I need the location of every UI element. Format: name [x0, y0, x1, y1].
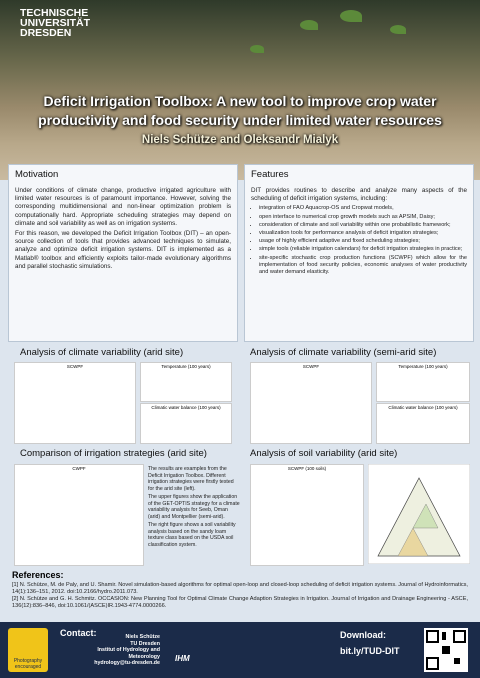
chart-title: Climatic water balance (100 years): [151, 405, 221, 410]
heading: Motivation: [15, 169, 59, 180]
title: Deficit Irrigation Toolbox: A new tool t…: [38, 93, 442, 128]
chart-image: SCWPF (100 soils): [250, 464, 364, 566]
motivation-text: Under conditions of climate change, prod…: [15, 187, 231, 273]
references: References: [1] N. Schütze, M. de Paly, …: [8, 568, 472, 618]
paragraph: For this reason, we developed the Defici…: [15, 230, 231, 270]
chart-title: CWPF: [72, 466, 86, 471]
paragraph: The results are examples from the Defici…: [148, 466, 234, 492]
logo-line: UNIVERSITÄT: [20, 17, 91, 29]
soil-triangle: [368, 464, 470, 564]
intro: DIT provides routines to describe and an…: [251, 187, 467, 203]
download-link[interactable]: bit.ly/TUD-DIT: [340, 646, 400, 656]
feature-item: usage of highly efficient adaptive and f…: [259, 238, 467, 245]
heading: Features: [251, 169, 289, 180]
feature-list: integration of FAO Aquacrop-OS and Cropw…: [251, 205, 467, 276]
footer: Photography encouraged Contact: Niels Sc…: [0, 622, 480, 678]
chart-title: Temperature (100 years): [398, 364, 448, 369]
paragraph: Under conditions of climate change, prod…: [15, 187, 231, 227]
chart-image: Climatic water balance (100 years): [376, 403, 470, 444]
comparison-text: The results are examples from the Defici…: [148, 466, 240, 550]
chart-image: Temperature (100 years): [140, 362, 232, 402]
reference-list: [1] N. Schütze, M. de Paly, and U. Shami…: [12, 582, 468, 610]
contact-label: Contact:: [60, 628, 97, 638]
section-heading: Comparison of irrigation strategies (ari…: [20, 448, 207, 459]
header-photo: [0, 0, 480, 180]
contact-line: Institut of Hydrology and Meteorology: [97, 647, 160, 660]
reference: [1] N. Schütze, M. de Paly, and U. Shami…: [12, 582, 468, 595]
motivation-box: Motivation Under conditions of climate c…: [8, 164, 238, 342]
section-heading: Analysis of soil variability (arid site): [250, 448, 398, 459]
chart-image: CWPF: [14, 464, 144, 566]
paragraph: The upper figures show the application o…: [148, 494, 240, 520]
chart-image: Temperature (100 years): [376, 362, 470, 402]
chart-image: SCWPF: [250, 362, 372, 444]
feature-item: site-specific stochastic crop production…: [259, 255, 467, 277]
features-box: Features DIT provides routines to descri…: [244, 164, 474, 342]
badge: Photography encouraged: [8, 628, 48, 672]
contact-info: Niels Schütze TU Dresden Institut of Hydro…: [70, 634, 160, 667]
chart-title: Climatic water balance (100 years): [388, 405, 458, 410]
qr-code: [424, 628, 468, 672]
section-heading: Analysis of climate variability (semi-ar…: [250, 347, 437, 358]
reference: [2] N. Schütze and G. H. Schmitz. OCCASI…: [12, 596, 468, 609]
logo-line: DRESDEN: [20, 27, 72, 39]
logo-line: TECHNISCHE: [20, 7, 89, 19]
chart-image: SCWPF: [14, 362, 136, 444]
feature-item: visualization tools for performance anal…: [259, 230, 467, 237]
badge-text: Photography encouraged: [13, 658, 43, 670]
feature-item: simple tools (reliable irrigation calend…: [259, 246, 467, 253]
feature-item: integration of FAO Aquacrop-OS and Cropw…: [259, 205, 467, 212]
university-logo: TECHNISCHE UNIVERSITÄT DRESDEN: [20, 7, 91, 39]
chart-title: SCWPF: [66, 364, 84, 369]
contact-line: TU Dresden: [130, 640, 160, 647]
feature-item: consideration of climate and soil variab…: [259, 222, 467, 229]
contact-line: hydrology@tu-dresden.de: [94, 660, 160, 667]
download-label: Download:: [340, 630, 386, 640]
heading: References:: [12, 570, 64, 580]
chart-title: SCWPF (100 soils): [287, 466, 327, 471]
paragraph: The right figure shows a soil variabilit…: [148, 522, 236, 548]
chart-image: Climatic water balance (100 years): [140, 403, 232, 444]
feature-item: open interface to numerical crop growth …: [259, 214, 467, 221]
institute-logo: IHM: [175, 654, 190, 663]
authors: Niels Schütze and Oleksandr Mialyk: [141, 134, 339, 146]
contact-line: Niels Schütze: [125, 634, 160, 640]
features-text: DIT provides routines to describe and an…: [251, 187, 467, 277]
chart-title: SCWPF: [302, 364, 320, 369]
chart-title: Temperature (100 years): [161, 364, 211, 369]
section-heading: Analysis of climate variability (arid si…: [20, 347, 184, 358]
